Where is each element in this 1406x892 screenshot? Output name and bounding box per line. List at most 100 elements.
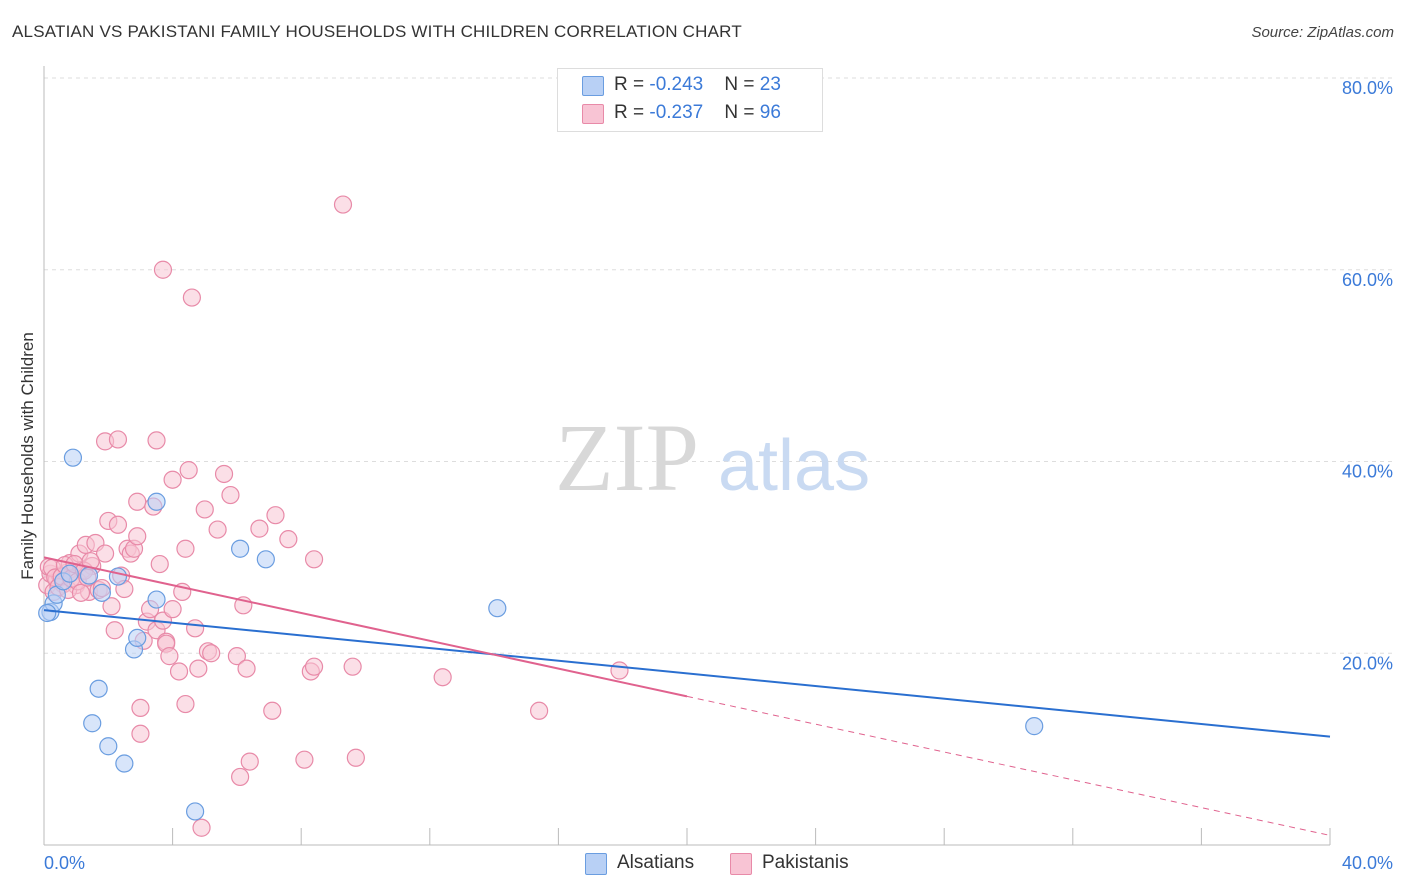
alsatian-trendline: [43, 609, 1331, 738]
x-tick-label: 40.0%: [1342, 853, 1393, 873]
watermark: ZIP atlas: [555, 404, 870, 511]
n-label: N =: [724, 74, 760, 95]
x-tick-label: 0.0%: [44, 853, 85, 873]
n-value: 96: [759, 102, 781, 123]
pakistani-point: [179, 461, 198, 480]
pakistani-point: [128, 492, 147, 511]
alsatian-point: [92, 583, 111, 602]
pakistani-point: [160, 647, 179, 666]
pakistani-point: [108, 430, 128, 449]
pakistani-point: [263, 701, 282, 720]
alsatian-point: [108, 567, 128, 586]
pakistani-point: [227, 647, 246, 666]
alsatian-point: [231, 539, 250, 558]
correlation-legend: R = -0.243 N = 23 R = -0.237 N = 96: [557, 68, 823, 132]
alsatian-point: [115, 754, 134, 773]
n-value: 23: [759, 74, 781, 95]
pakistani-point: [195, 500, 214, 519]
y-tick-label: 20.0%: [1342, 653, 1393, 673]
alsatian-point: [79, 566, 99, 585]
y-tick-label: 40.0%: [1342, 462, 1393, 482]
legend-label-pakistanis: Pakistanis: [762, 852, 849, 873]
pakistani-point: [189, 659, 208, 678]
pakistani-point: [192, 818, 211, 837]
alsatian-point: [89, 679, 108, 698]
pakistani-swatch: [582, 104, 604, 124]
pakistani-point: [202, 644, 221, 663]
pakistani-point: [176, 539, 195, 558]
pakistani-point: [333, 195, 353, 214]
pakistani-point: [433, 668, 452, 687]
axes: [43, 66, 1331, 846]
pakistani-legend-swatch: [730, 853, 752, 875]
r-label: R =: [614, 102, 650, 123]
grid-lines: [44, 77, 1392, 654]
alsatian-point: [63, 448, 83, 467]
legend-label-alsatians: Alsatians: [617, 852, 695, 873]
y-tick-label: 60.0%: [1342, 270, 1393, 290]
pakistani-point: [279, 530, 298, 549]
pakistani-point: [343, 657, 362, 676]
y-axis-label: Family Households with Children: [18, 332, 37, 580]
alsatian-point: [128, 628, 147, 648]
pakistani-point: [221, 485, 240, 505]
alsatian-point: [488, 599, 507, 618]
pakistani-point: [346, 748, 365, 767]
pakistani-point: [131, 698, 150, 717]
pakistani-point: [105, 621, 124, 640]
alsatian-legend-swatch: [585, 853, 607, 875]
alsatian-point: [256, 550, 275, 569]
pakistani-point: [147, 431, 166, 450]
pakistani-point: [240, 752, 259, 771]
watermark-zip: ZIP: [555, 404, 699, 511]
watermark-atlas: atlas: [718, 426, 870, 506]
pakistani-point: [295, 750, 314, 769]
r-value: -0.237: [649, 102, 704, 123]
alsatian-point: [1025, 717, 1044, 736]
pakistani-point: [150, 554, 169, 574]
alsatian-points: [38, 448, 1044, 821]
pakistani-point: [231, 767, 250, 787]
pakistani-point: [163, 600, 182, 619]
legend-text-alsatians: R = -0.243 N = 23: [614, 74, 781, 96]
trend-lines: [43, 556, 1331, 836]
pakistani-point: [131, 724, 150, 743]
pakistani-points: [38, 195, 629, 837]
pakistani-point: [153, 260, 173, 279]
pakistani-point: [237, 659, 256, 678]
source-label: Source: ZipAtlas.com: [1251, 24, 1394, 41]
tick-labels: 20.0% 40.0% 60.0% 80.0% 0.0% 40.0%: [44, 78, 1393, 873]
pakistani-point: [250, 519, 269, 538]
alsatian-swatch: [582, 76, 604, 96]
legend-text-pakistanis: R = -0.237 N = 96: [614, 102, 781, 124]
pakistani-point: [186, 619, 205, 638]
pakistani-point: [169, 662, 189, 681]
alsatian-point: [38, 603, 57, 623]
pakistani-point: [71, 583, 91, 602]
n-label: N =: [724, 102, 760, 123]
pakistani-point: [163, 470, 182, 489]
pakistani-point: [208, 520, 227, 539]
pakistani-point: [95, 544, 115, 563]
chart-title: ALSATIAN VS PAKISTANI FAMILY HOUSEHOLDS …: [12, 22, 742, 41]
pakistani-trendline: [686, 695, 1331, 836]
alsatian-point: [99, 737, 118, 756]
pakistani-point: [530, 701, 549, 720]
pakistani-point: [108, 515, 128, 534]
r-value: -0.243: [649, 74, 704, 95]
pakistani-point: [128, 527, 147, 546]
y-axis-label-group: Family Households with Children: [18, 332, 37, 580]
pakistani-point: [266, 506, 285, 525]
y-tick-label: 80.0%: [1342, 78, 1393, 98]
alsatian-point: [186, 802, 205, 821]
pakistani-point: [214, 464, 234, 484]
pakistani-point: [182, 288, 201, 307]
pakistani-point: [304, 550, 324, 569]
pakistani-point: [610, 661, 629, 680]
pakistani-point: [176, 694, 195, 714]
alsatian-point: [60, 564, 79, 583]
alsatian-point: [83, 714, 102, 733]
r-label: R =: [614, 74, 650, 95]
alsatian-point: [147, 590, 166, 609]
